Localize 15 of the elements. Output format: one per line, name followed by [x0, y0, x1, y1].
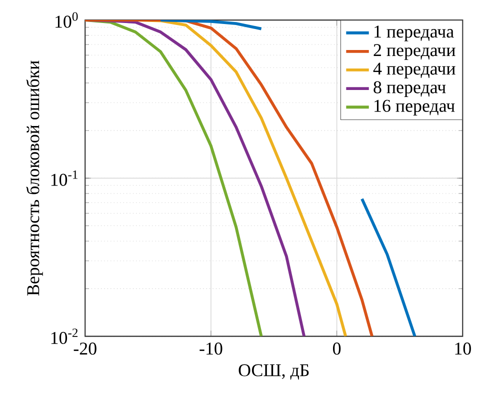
line-series	[85, 20, 263, 336]
legend-label: 1 передача	[374, 26, 454, 42]
x-tick-label: 10	[455, 342, 471, 355]
legend-label: 16 передач	[374, 100, 455, 116]
x-axis-title: ОСШ, дБ	[238, 364, 309, 380]
x-tick-label: -10	[200, 342, 222, 355]
legend-label: 4 передачи	[373, 62, 456, 78]
legend-label: 2 передачи	[374, 44, 456, 60]
y-tick-label: 10$^{0}$	[56, 12, 78, 28]
x-tick-label: -20	[74, 342, 96, 355]
x-tick-label: 0	[333, 342, 341, 355]
legend-label: 8 передач	[374, 81, 446, 97]
y-axis-title: Вероятность блоковой ошибки	[26, 60, 43, 296]
y-tick-label: 10$^{-2}$	[51, 328, 78, 344]
y-tick-label: 10$^{-1}$	[51, 170, 78, 186]
